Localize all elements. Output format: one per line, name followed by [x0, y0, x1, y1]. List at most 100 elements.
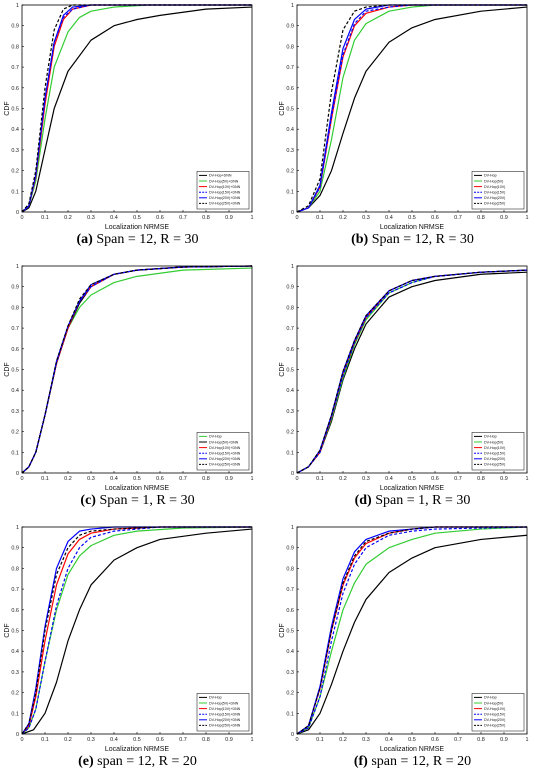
caption-id: (a): [76, 232, 93, 247]
chart-svg-d: 0 0.1 0.2 0.3 0.4 0.5 0.6 0.7 0.8 0.9 1 0 0.1 0.2 0.3 0…: [279, 264, 529, 492]
series-line: [21, 4, 252, 213]
x-tick-label: 0.6: [156, 737, 164, 743]
series-line: [21, 528, 253, 735]
y-tick-label: 1: [16, 525, 19, 531]
y-tick-label: 1: [291, 264, 294, 270]
x-tick-label: 0.6: [431, 737, 439, 743]
y-tick-label: 1: [291, 3, 294, 9]
series-line: [21, 4, 252, 213]
y-tick-label: 0.2: [11, 169, 19, 175]
y-tick-label: 0.3: [11, 148, 19, 154]
caption-id: (f): [353, 754, 368, 769]
x-tick-label: 0.4: [110, 737, 118, 743]
legend-label: DV-Hop(15V): [484, 452, 505, 456]
caption-text: Span = 12, R = 30: [96, 232, 199, 247]
series-line: [296, 4, 527, 213]
y-axis-label: CDF: [279, 362, 286, 376]
y-tick-label: 0.3: [11, 409, 19, 415]
chart-svg-a: 0 0.1 0.2 0.3 0.4 0.5 0.6 0.7 0.8 0.9 1 0 0.1 0.2 0.3 0…: [4, 3, 254, 231]
y-tick-label: 0.7: [286, 65, 294, 71]
caption-text: Span = 12, R = 30: [371, 232, 474, 247]
x-tick-label: 0: [20, 737, 23, 743]
x-tick-label: 0.5: [408, 737, 416, 743]
y-tick-label: 0.7: [286, 326, 294, 332]
x-tick-label: 0.2: [339, 737, 347, 743]
y-tick-label: 0.4: [11, 127, 19, 133]
x-tick-label: 0.3: [362, 215, 370, 221]
legend-label: DV-Hop: [484, 174, 497, 178]
y-tick-label: 0.9: [11, 24, 19, 30]
x-tick-label: 1: [250, 476, 253, 482]
caption-d: (d) Span = 1, R = 30: [275, 493, 550, 509]
x-tick-label: 0.7: [454, 476, 462, 482]
y-tick-label: 0.4: [286, 388, 294, 394]
y-tick-label: 0.9: [286, 546, 294, 552]
x-tick-label: 0.3: [87, 215, 95, 221]
legend-label: DV-Hop: [484, 696, 497, 700]
caption-text: span = 12, R = 20: [97, 754, 197, 769]
x-tick-label: 0.7: [454, 737, 462, 743]
x-tick-label: 0.3: [362, 476, 370, 482]
x-tick-label: 0.8: [202, 215, 210, 221]
series-line: [296, 4, 527, 213]
legend-label: DV-Hop(10V): [484, 185, 505, 189]
x-tick-label: 0.6: [431, 476, 439, 482]
x-tick-label: 0.8: [477, 215, 485, 221]
x-tick-label: 1: [525, 215, 528, 221]
x-tick-label: 0.8: [477, 476, 485, 482]
series-line: [296, 526, 528, 735]
legend-box: [196, 171, 250, 210]
legend-label: DV-Hop(25V): [484, 202, 505, 206]
legend-label: DV-Hop(10V)+DNN: [209, 446, 241, 450]
x-tick-label: 1: [525, 476, 528, 482]
y-tick-label: 1: [291, 525, 294, 531]
y-tick-label: 0.7: [286, 587, 294, 593]
x-tick-label: 0.7: [179, 215, 187, 221]
chart-panel-e: 0 0.1 0.2 0.3 0.4 0.5 0.6 0.7 0.8 0.9 1 0 0.1 0.2 0.3 0…: [0, 522, 275, 783]
caption-id: (e): [78, 754, 94, 769]
y-tick-label: 0.4: [286, 127, 294, 133]
chart-panel-f: 0 0.1 0.2 0.3 0.4 0.5 0.6 0.7 0.8 0.9 1 0 0.1 0.2 0.3 0…: [275, 522, 550, 783]
y-tick-label: 0.9: [11, 546, 19, 552]
x-tick-label: 0.2: [64, 476, 72, 482]
x-tick-label: 0.5: [408, 215, 416, 221]
y-tick-label: 1: [16, 264, 19, 270]
series-line: [296, 269, 528, 474]
y-tick-label: 0: [291, 732, 294, 738]
chart-svg-c: 0 0.1 0.2 0.3 0.4 0.5 0.6 0.7 0.8 0.9 1 0 0.1 0.2 0.3 0…: [4, 264, 254, 492]
legend-label: DV-Hop(5V): [484, 179, 503, 183]
chart-panel-b: 0 0.1 0.2 0.3 0.4 0.5 0.6 0.7 0.8 0.9 1 0 0.1 0.2 0.3 0…: [275, 0, 550, 261]
y-tick-label: 0.1: [286, 189, 294, 195]
x-tick-label: 0.1: [41, 215, 49, 221]
y-tick-label: 1: [16, 3, 19, 9]
chart-panel-c: 0 0.1 0.2 0.3 0.4 0.5 0.6 0.7 0.8 0.9 1 0 0.1 0.2 0.3 0…: [0, 261, 275, 522]
legend: DV-HopDV-Hop(5V)DV-Hop(10V)DV-Hop(15V)DV…: [471, 171, 525, 210]
x-tick-label: 0.3: [87, 476, 95, 482]
x-tick-label: 0.4: [385, 737, 393, 743]
x-tick-label: 0.3: [87, 737, 95, 743]
x-tick-label: 0.9: [500, 215, 508, 221]
chart-svg-f: 0 0.1 0.2 0.3 0.4 0.5 0.6 0.7 0.8 0.9 1 0 0.1 0.2 0.3 0…: [279, 525, 529, 753]
caption-id: (c): [80, 493, 96, 508]
plot-frame: [296, 4, 528, 213]
y-tick-label: 0.7: [11, 326, 19, 332]
y-tick-label: 0.6: [286, 86, 294, 92]
y-axis-label: CDF: [4, 623, 11, 637]
series-line: [296, 526, 527, 735]
y-tick-label: 0.9: [286, 285, 294, 291]
legend-box: [471, 432, 525, 471]
x-tick-label: 0.1: [316, 737, 324, 743]
legend-box: [471, 171, 525, 210]
y-tick-label: 0.2: [286, 169, 294, 175]
series-line: [21, 265, 253, 474]
x-tick-label: 0: [295, 737, 298, 743]
x-tick-label: 0.2: [64, 737, 72, 743]
series-line: [21, 526, 252, 735]
y-axis-label: CDF: [4, 362, 11, 376]
legend-label: DV-Hop(15V)+DNN: [209, 452, 241, 456]
legend-label: DV-Hop(25V)+DNN: [209, 202, 241, 206]
y-tick-label: 0.4: [11, 388, 19, 394]
caption-id: (b): [351, 232, 369, 247]
legend-label: DV-Hop(10V): [484, 707, 505, 711]
